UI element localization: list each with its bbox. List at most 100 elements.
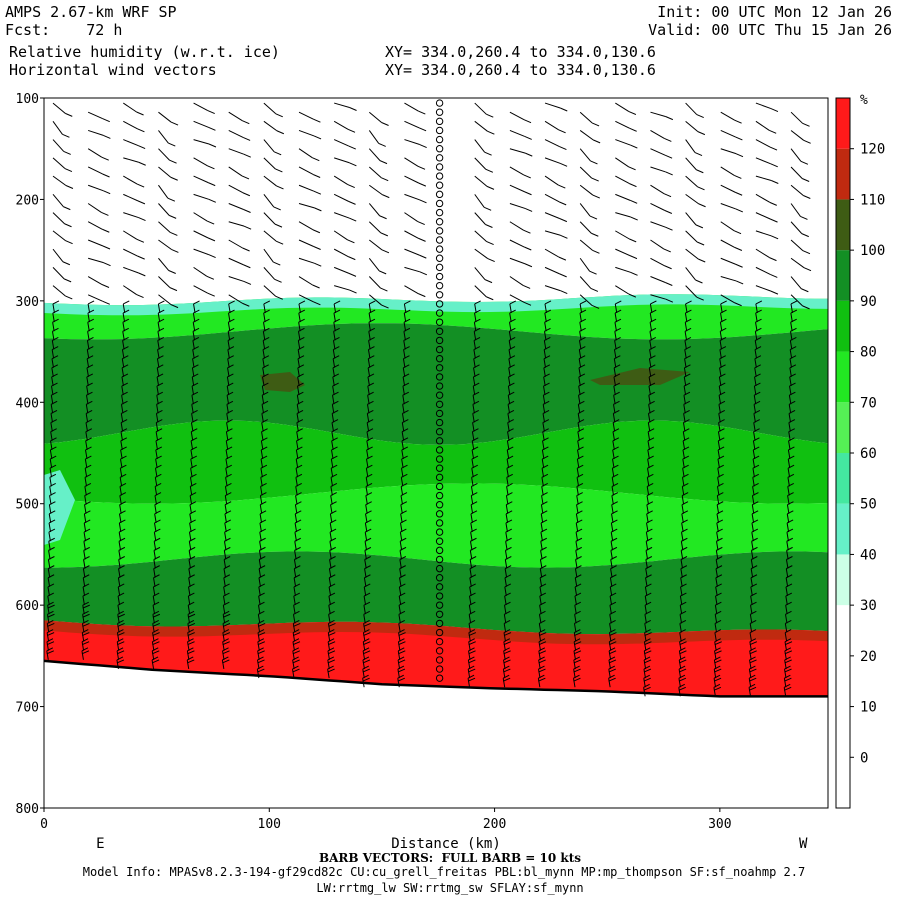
wind-barb — [85, 449, 88, 460]
wind-barb-flag — [85, 455, 92, 460]
wind-barb — [615, 175, 630, 185]
wind-barb — [368, 166, 382, 179]
wind-barb-flag — [609, 619, 616, 624]
wind-barb-flag — [273, 151, 282, 156]
wind-barb — [576, 459, 580, 469]
wind-barb-flag — [718, 400, 726, 405]
wind-barb-flag — [525, 152, 533, 157]
field-name-rh: Relative humidity (w.r.t. ice) — [9, 43, 280, 61]
wind-barb — [263, 102, 277, 115]
wind-barb — [785, 568, 789, 578]
wind-barb-flag — [187, 641, 195, 646]
wind-barb — [509, 303, 512, 313]
wind-barb — [225, 477, 228, 487]
wind-barb-flag — [575, 565, 582, 570]
wind-barb-flag — [168, 142, 176, 147]
wind-barb — [755, 285, 772, 292]
wind-barb — [575, 532, 579, 542]
wind-barb — [294, 532, 297, 542]
wind-barb — [615, 120, 630, 129]
wind-barb-flag — [222, 638, 229, 643]
wind-barb — [577, 431, 580, 441]
wind-barb — [648, 367, 652, 377]
wind-barb — [50, 440, 53, 450]
wind-barb-flag — [262, 346, 270, 350]
wind-barb-flag — [643, 674, 651, 679]
wind-barb — [48, 513, 52, 523]
wind-barb-flag — [154, 528, 161, 533]
wind-barb-flag — [678, 665, 686, 670]
wind-barb-flag — [225, 473, 232, 478]
wind-barb — [644, 614, 647, 624]
calm-wind-circle — [435, 501, 444, 509]
wind-barb-flag — [784, 677, 792, 682]
wind-barb — [683, 404, 686, 414]
colorbar-label: 70 — [860, 395, 877, 411]
wind-barb-flag — [663, 248, 671, 253]
wind-barb — [579, 148, 591, 162]
wind-barb-flag — [648, 373, 656, 378]
wind-barb — [612, 459, 615, 469]
wind-barb-flag — [138, 161, 146, 166]
wind-barb-flag — [47, 574, 55, 579]
wind-barb-flag — [118, 565, 125, 570]
wind-barb-flag — [770, 218, 778, 223]
wind-barb-flag — [327, 665, 334, 670]
wind-barb-flag — [154, 519, 161, 524]
wind-barb — [158, 294, 172, 306]
wind-barb — [117, 605, 120, 615]
wind-barb-flag — [296, 437, 303, 442]
wind-barb — [298, 257, 315, 264]
calm-wind-circle — [435, 619, 444, 628]
wind-barb — [187, 623, 190, 633]
wind-barb — [538, 641, 541, 651]
wind-barb — [650, 148, 666, 156]
calm-wind-circle — [435, 601, 444, 609]
wind-barb — [679, 623, 682, 633]
wind-barb-flag — [734, 302, 742, 307]
wind-barb — [333, 322, 336, 332]
wind-barb-flag — [645, 574, 652, 579]
wind-barb — [789, 340, 793, 350]
wind-barb — [117, 623, 120, 633]
wind-barb — [193, 139, 210, 145]
wind-barb — [366, 422, 370, 432]
wind-barb — [650, 239, 665, 250]
wind-barb — [751, 495, 755, 505]
wind-barb-flag — [749, 641, 758, 646]
calm-wind-circle — [435, 546, 444, 555]
x-axis-label: Distance (km) — [391, 836, 501, 852]
wind-barb — [152, 595, 156, 606]
wind-barb — [402, 385, 405, 396]
wind-barb-flag — [574, 610, 581, 615]
wind-barb — [755, 230, 772, 237]
wind-barb-flag — [227, 346, 235, 350]
wind-barb-flag — [663, 193, 672, 198]
wind-barb — [225, 431, 229, 441]
wind-barb — [750, 577, 753, 587]
wind-barb-flag — [790, 336, 797, 341]
wind-barb — [295, 459, 299, 469]
wind-barb — [367, 395, 370, 405]
wind-barb-flag — [116, 659, 125, 664]
wind-barb — [332, 349, 336, 359]
wind-barb-flag — [49, 501, 56, 506]
wind-barb — [467, 659, 471, 669]
wind-barb — [84, 504, 87, 514]
wind-barb-flag — [719, 382, 726, 387]
wind-barb — [123, 248, 138, 257]
wind-barb-flag — [524, 207, 533, 212]
wind-barb-flag — [665, 282, 673, 286]
calm-wind-circle — [435, 455, 444, 463]
wind-barb — [720, 257, 736, 265]
calm-wind-circle — [435, 135, 444, 144]
wind-barb-flag — [592, 249, 600, 254]
wind-barb — [81, 650, 84, 660]
wind-barb — [785, 605, 788, 615]
wind-barb-flag — [65, 112, 73, 117]
wind-barb-flag — [48, 546, 55, 551]
wind-barb-flag — [362, 659, 371, 664]
wind-barb — [471, 468, 474, 478]
wind-barb-flag — [123, 300, 130, 305]
wind-barb — [612, 422, 616, 432]
